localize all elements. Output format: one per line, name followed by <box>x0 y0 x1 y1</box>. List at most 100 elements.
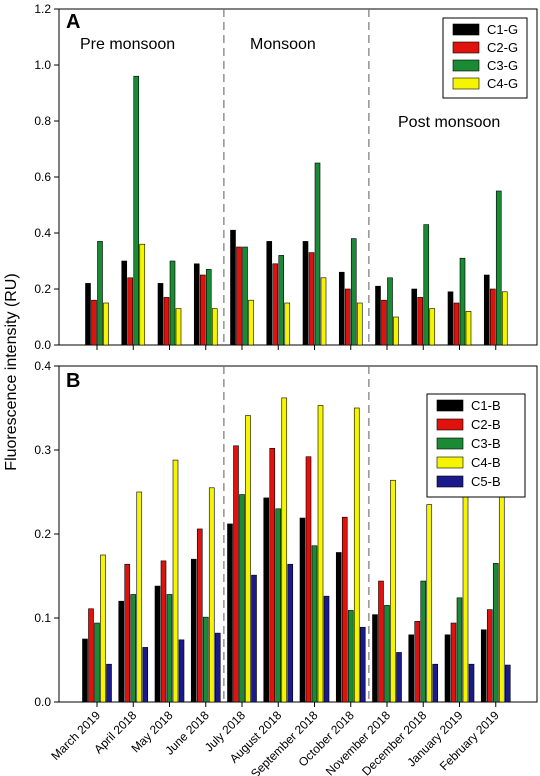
bar-c5-b <box>468 663 475 703</box>
bar-c1-b <box>444 634 451 703</box>
bar-c2-b <box>160 560 167 703</box>
legend-label: C1-G <box>487 22 518 37</box>
bar-c1-g <box>193 263 200 346</box>
bar-c1-g <box>302 241 309 346</box>
bar-c3-g <box>278 255 285 346</box>
bar-c4-g <box>103 302 109 346</box>
bar-c3-b <box>384 605 390 703</box>
bar-c2-g <box>163 297 170 346</box>
legend-swatch <box>436 418 464 431</box>
panel-b-y-ticks: 0.0 0.1 0.2 0.3 0.4 <box>34 359 59 709</box>
panel-a-letter: A <box>66 11 80 33</box>
bar-c4-b <box>100 554 106 703</box>
bar-c5-b <box>504 664 511 703</box>
bar-c2-b <box>341 516 348 703</box>
bar-c3-b <box>166 594 173 703</box>
panel-b: B 0.0 0.1 0.2 0.3 0.4 C1-B C2-B C3-B C4-B C5-B <box>34 359 538 709</box>
bar-c2-g <box>344 288 351 346</box>
bar-c4-b <box>426 504 433 703</box>
bar-c2-g <box>417 297 424 346</box>
bar-c3-b <box>94 622 100 703</box>
y-tick-label: 0.2 <box>34 527 51 541</box>
bar-c2-g <box>127 277 134 346</box>
bar-c3-g <box>205 269 212 346</box>
season-label-monsoon: Monsoon <box>250 36 316 53</box>
bar-c1-g <box>375 285 381 346</box>
bar-c5-b <box>359 626 366 703</box>
y-tick-label: 0.6 <box>34 170 51 184</box>
bar-c1-g <box>230 229 236 346</box>
y-tick-label: 0.4 <box>34 359 51 373</box>
bar-c3-b <box>420 580 427 703</box>
y-tick-label: 0.0 <box>34 695 51 709</box>
bar-c3-g <box>495 190 502 346</box>
legend-label: C4-B <box>471 455 501 470</box>
bar-c2-b <box>269 448 276 703</box>
bar-c4-g <box>175 308 182 346</box>
bar-c1-g <box>411 288 418 346</box>
legend-label: C2-G <box>487 40 518 55</box>
bar-c3-b <box>492 563 499 703</box>
bar-c2-g <box>91 299 97 346</box>
bar-c4-b <box>353 407 360 703</box>
bar-c1-b <box>263 497 270 703</box>
bar-c2-b <box>414 621 421 703</box>
bar-c4-g <box>429 308 436 346</box>
bar-c2-b <box>378 580 384 703</box>
season-label-pre-monsoon: Pre monsoon <box>80 36 175 53</box>
legend-label: C3-B <box>471 436 501 451</box>
panel-b-letter: B <box>66 370 80 392</box>
bar-c1-b <box>227 523 233 703</box>
legend-label: C2-B <box>471 417 501 432</box>
bar-c3-g <box>133 75 140 346</box>
bar-c3-b <box>347 610 354 703</box>
bar-c5-b <box>323 595 330 703</box>
bar-c1-g <box>447 291 454 346</box>
bar-c2-g <box>236 246 242 346</box>
bar-c3-g <box>459 257 466 346</box>
legend-swatch <box>436 437 464 450</box>
bar-c5-b <box>251 574 257 703</box>
bar-c2-g <box>199 274 206 346</box>
panel-b-x-ticks <box>96 702 497 707</box>
bar-c1-g <box>85 283 91 346</box>
bar-c4-g <box>393 316 399 346</box>
bar-c3-b <box>311 545 318 703</box>
bar-c4-b <box>136 491 143 703</box>
bar-c4-g <box>248 299 254 346</box>
bar-c3-b <box>275 508 282 703</box>
bar-c5-b <box>142 647 149 703</box>
bar-c1-g <box>338 271 345 346</box>
bar-c3-g <box>350 238 357 346</box>
bar-c3-b <box>456 597 463 703</box>
bar-c5-b <box>432 663 439 703</box>
bar-c4-b <box>498 468 505 703</box>
legend-label: C1-B <box>471 398 501 413</box>
bar-c5-b <box>106 663 112 703</box>
y-tick-label: 0.1 <box>34 611 51 625</box>
bar-c3-g <box>169 260 176 346</box>
bar-c2-b <box>124 563 131 703</box>
bar-c3-g <box>387 277 393 346</box>
bar-c3-b <box>130 594 137 703</box>
bar-c2-b <box>486 609 493 703</box>
legend-swatch <box>436 475 464 488</box>
season-label-post-monsoon: Post monsoon <box>398 114 500 131</box>
legend-label: C5-B <box>471 474 501 489</box>
bar-c1-b <box>372 614 378 703</box>
bar-c4-b <box>281 397 288 703</box>
bar-c4-g <box>211 308 218 346</box>
legend-label: C4-G <box>487 76 518 91</box>
panel-b-legend: C1-B C2-B C3-B C4-B C5-B <box>426 393 526 498</box>
bar-c3-b <box>202 616 209 703</box>
bar-c4-g <box>284 302 291 346</box>
bar-c4-b <box>462 493 469 703</box>
bar-c1-b <box>335 552 342 703</box>
y-tick-label: 1.0 <box>34 58 51 72</box>
bar-c2-g <box>272 263 279 346</box>
bar-c3-g <box>314 162 321 346</box>
panel-a-y-ticks: 0.0 0.2 0.4 0.6 0.8 1.0 1.2 <box>34 2 59 352</box>
bar-c4-b <box>317 405 324 703</box>
bar-c2-g <box>489 288 496 346</box>
